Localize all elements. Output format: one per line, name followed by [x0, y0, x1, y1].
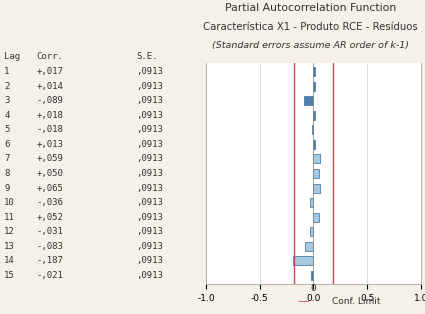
Text: 13: 13: [4, 242, 15, 251]
Text: +,050: +,050: [36, 169, 63, 178]
Text: 10: 10: [4, 198, 15, 207]
Text: Característica X1 - Produto RCE - Resíduos: Característica X1 - Produto RCE - Resídu…: [203, 22, 418, 32]
Text: ,0913: ,0913: [136, 256, 163, 265]
Bar: [313, 140, 315, 149]
Text: Conf. Limit: Conf. Limit: [332, 297, 380, 306]
Text: ,0913: ,0913: [136, 227, 163, 236]
Text: Corr.: Corr.: [36, 52, 63, 61]
Text: +,018: +,018: [36, 111, 63, 120]
Bar: [304, 96, 313, 105]
Bar: [313, 169, 319, 178]
Text: ,0913: ,0913: [136, 169, 163, 178]
Text: Lag: Lag: [4, 52, 20, 61]
Text: -,031: -,031: [36, 227, 63, 236]
Text: +,014: +,014: [36, 82, 63, 91]
Text: -,187: -,187: [36, 256, 63, 265]
Bar: [309, 198, 313, 207]
Text: 8: 8: [4, 169, 10, 178]
Text: ,0913: ,0913: [136, 96, 163, 105]
Bar: [312, 125, 313, 134]
Text: Partial Autocorrelation Function: Partial Autocorrelation Function: [225, 3, 396, 13]
Text: ,0913: ,0913: [136, 67, 163, 76]
Text: 15: 15: [4, 271, 15, 280]
Text: ,0913: ,0913: [136, 111, 163, 120]
Bar: [311, 271, 313, 280]
Text: 7: 7: [4, 154, 10, 163]
Text: S.E.: S.E.: [136, 52, 158, 61]
Text: 1: 1: [4, 67, 10, 76]
Text: 14: 14: [4, 256, 15, 265]
Bar: [313, 213, 319, 222]
Text: -,018: -,018: [36, 125, 63, 134]
Text: +,013: +,013: [36, 140, 63, 149]
Text: 3: 3: [4, 96, 10, 105]
Text: -,083: -,083: [36, 242, 63, 251]
Bar: [313, 67, 315, 76]
Text: -,036: -,036: [36, 198, 63, 207]
Text: -,089: -,089: [36, 96, 63, 105]
Bar: [313, 154, 320, 163]
Text: 2: 2: [4, 82, 10, 91]
Bar: [293, 256, 313, 265]
Text: ,0913: ,0913: [136, 154, 163, 163]
Text: ,0913: ,0913: [136, 198, 163, 207]
Text: —: —: [298, 296, 309, 306]
Text: 5: 5: [4, 125, 10, 134]
Text: ,0913: ,0913: [136, 271, 163, 280]
Bar: [305, 242, 313, 251]
Bar: [313, 82, 315, 91]
Text: 6: 6: [4, 140, 10, 149]
Text: 12: 12: [4, 227, 15, 236]
Bar: [310, 227, 313, 236]
Text: +,052: +,052: [36, 213, 63, 222]
Text: 9: 9: [4, 184, 10, 192]
Text: +,059: +,059: [36, 154, 63, 163]
Text: 4: 4: [4, 111, 10, 120]
Text: (Standard errors assume AR order of k-1): (Standard errors assume AR order of k-1): [212, 41, 409, 50]
Bar: [313, 184, 320, 192]
Text: ,0913: ,0913: [136, 213, 163, 222]
Text: +,065: +,065: [36, 184, 63, 192]
Text: +,017: +,017: [36, 67, 63, 76]
Text: ,0913: ,0913: [136, 184, 163, 192]
Text: ,0913: ,0913: [136, 82, 163, 91]
Bar: [313, 111, 315, 120]
Text: ,0913: ,0913: [136, 125, 163, 134]
Text: -,021: -,021: [36, 271, 63, 280]
Text: ,0913: ,0913: [136, 140, 163, 149]
Text: 11: 11: [4, 213, 15, 222]
Text: 0: 0: [311, 284, 316, 293]
Text: ,0913: ,0913: [136, 242, 163, 251]
